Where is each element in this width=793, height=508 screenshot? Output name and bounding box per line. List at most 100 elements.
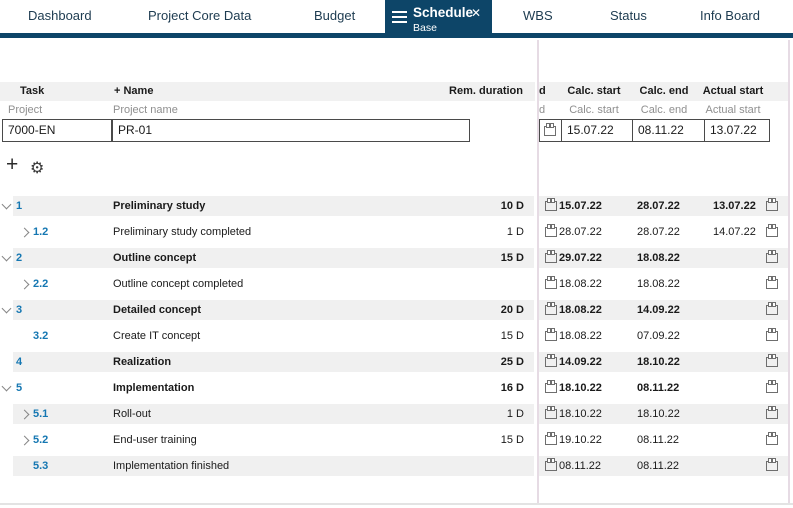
gear-icon[interactable]: ⚙ — [30, 160, 45, 177]
task-name[interactable]: Implementation finished — [113, 460, 230, 472]
task-row[interactable]: 5.3 Implementation finished 08.11.22 08.… — [0, 456, 793, 476]
calendar-icon[interactable] — [766, 380, 778, 393]
calendar-icon[interactable] — [545, 198, 557, 211]
task-rem-duration: 1 D — [506, 408, 524, 420]
chevron-icon[interactable] — [19, 279, 30, 290]
subcolumn-project: Project — [8, 104, 43, 116]
chevron-icon[interactable] — [1, 303, 12, 314]
calendar-icon[interactable] — [545, 432, 557, 445]
task-number[interactable]: 2 — [16, 252, 23, 264]
tab-wbs[interactable]: WBS — [523, 8, 553, 23]
calendar-icon[interactable] — [545, 302, 557, 315]
calendar-icon[interactable] — [766, 406, 778, 419]
project-calc-start-input[interactable]: 15.07.22 — [562, 120, 633, 141]
task-row[interactable]: 5.2 End-user training 15 D 19.10.22 08.1… — [0, 430, 793, 450]
tab-status[interactable]: Status — [610, 8, 647, 23]
task-number[interactable]: 5.3 — [33, 460, 49, 472]
row-stripe-left — [13, 196, 534, 216]
header-background-right — [539, 82, 788, 101]
calendar-icon[interactable] — [766, 224, 778, 237]
column-name[interactable]: + Name — [114, 85, 154, 97]
calendar-icon[interactable] — [545, 276, 557, 289]
calendar-icon[interactable] — [545, 458, 557, 471]
calendar-icon[interactable] — [545, 354, 557, 367]
task-number[interactable]: 1.2 — [33, 226, 49, 238]
tabbar-underline — [0, 33, 793, 38]
calendar-icon[interactable] — [766, 276, 778, 289]
task-row[interactable]: 2.2 Outline concept completed 18.08.22 1… — [0, 274, 793, 294]
column-rem-duration[interactable]: Rem. duration — [449, 85, 523, 97]
chevron-icon[interactable] — [1, 381, 12, 392]
task-row[interactable]: 1 Preliminary study 10 D 15.07.22 28.07.… — [0, 196, 793, 216]
column-actual-start[interactable]: Actual start — [702, 85, 764, 97]
tab-schedule[interactable]: Schedule ✕ Base — [385, 0, 492, 38]
column-calc-start[interactable]: Calc. start — [567, 85, 621, 97]
column-task[interactable]: Task — [20, 85, 45, 97]
task-name[interactable]: Preliminary study — [113, 200, 206, 212]
project-name-input[interactable]: PR-01 — [112, 119, 470, 142]
task-number[interactable]: 5 — [16, 382, 23, 394]
calendar-icon[interactable] — [545, 380, 557, 393]
calendar-icon[interactable] — [766, 432, 778, 445]
calendar-icon[interactable] — [766, 250, 778, 263]
calendar-icon[interactable] — [545, 328, 557, 341]
task-name[interactable]: Create IT concept — [113, 330, 201, 342]
tab-dashboard[interactable]: Dashboard — [28, 8, 92, 23]
calendar-icon[interactable] — [545, 250, 557, 263]
chevron-icon[interactable] — [19, 227, 30, 238]
task-row[interactable]: 3 Detailed concept 20 D 18.08.22 14.09.2… — [0, 300, 793, 320]
task-number[interactable]: 1 — [16, 200, 23, 212]
project-id-input[interactable]: 7000-EN — [2, 119, 112, 142]
calendar-icon[interactable] — [766, 198, 778, 211]
task-calc-start: 18.10.22 — [559, 382, 602, 394]
project-calc-end-input[interactable]: 08.11.22 — [633, 120, 705, 141]
tab-schedule-label: Schedule — [413, 5, 474, 20]
task-row[interactable]: 3.2 Create IT concept 15 D 18.08.22 07.0… — [0, 326, 793, 346]
calendar-icon[interactable] — [766, 302, 778, 315]
task-row[interactable]: 5 Implementation 16 D 18.10.22 08.11.22 — [0, 378, 793, 398]
task-calc-start: 18.08.22 — [559, 278, 602, 290]
task-name[interactable]: Preliminary study completed — [113, 226, 252, 238]
task-name[interactable]: Realization — [113, 356, 172, 368]
project-actual-start-input[interactable]: 13.07.22 — [710, 123, 757, 137]
task-calc-end: 18.10.22 — [637, 356, 680, 368]
add-task-button[interactable]: + — [6, 153, 19, 176]
task-calc-start: 18.08.22 — [559, 330, 602, 342]
task-number[interactable]: 4 — [16, 356, 23, 368]
task-row[interactable]: 1.2 Preliminary study completed 1 D 28.0… — [0, 222, 793, 242]
task-row[interactable]: 2 Outline concept 15 D 29.07.22 18.08.22 — [0, 248, 793, 268]
calendar-icon[interactable] — [545, 406, 557, 419]
menu-icon[interactable] — [392, 11, 407, 23]
close-icon[interactable]: ✕ — [471, 6, 482, 20]
task-number[interactable]: 5.1 — [33, 408, 49, 420]
task-name[interactable]: Outline concept — [113, 252, 197, 264]
tab-project-core-data[interactable]: Project Core Data — [148, 8, 252, 23]
column-calc-end[interactable]: Calc. end — [639, 85, 689, 97]
calendar-icon[interactable] — [766, 328, 778, 341]
chevron-icon[interactable] — [1, 199, 12, 210]
task-calc-start: 08.11.22 — [559, 460, 602, 472]
project-dates-group: 15.07.22 08.11.22 13.07.22 — [539, 119, 770, 142]
task-row[interactable]: 5.1 Roll-out 1 D 18.10.22 18.10.22 — [0, 404, 793, 424]
task-calc-end: 18.08.22 — [637, 252, 680, 264]
chevron-icon[interactable] — [1, 251, 12, 262]
task-name[interactable]: End-user training — [113, 434, 197, 446]
tab-info-board[interactable]: Info Board — [700, 8, 760, 23]
calendar-icon[interactable] — [766, 354, 778, 367]
tab-budget[interactable]: Budget — [314, 8, 356, 23]
calendar-button[interactable] — [540, 120, 562, 141]
task-name[interactable]: Roll-out — [113, 408, 151, 420]
task-name[interactable]: Implementation — [113, 382, 195, 394]
task-row[interactable]: 4 Realization 25 D 14.09.22 18.10.22 — [0, 352, 793, 372]
task-number[interactable]: 3 — [16, 304, 23, 316]
calendar-icon[interactable] — [545, 224, 557, 237]
task-number[interactable]: 5.2 — [33, 434, 49, 446]
calendar-icon[interactable] — [766, 458, 778, 471]
task-name[interactable]: Outline concept completed — [113, 278, 244, 290]
pane-splitter[interactable] — [537, 40, 539, 505]
task-rem-duration: 15 D — [500, 252, 524, 264]
task-number[interactable]: 3.2 — [33, 330, 49, 342]
task-name[interactable]: Detailed concept — [113, 304, 202, 316]
chevron-icon[interactable] — [19, 435, 30, 446]
task-number[interactable]: 2.2 — [33, 278, 49, 290]
